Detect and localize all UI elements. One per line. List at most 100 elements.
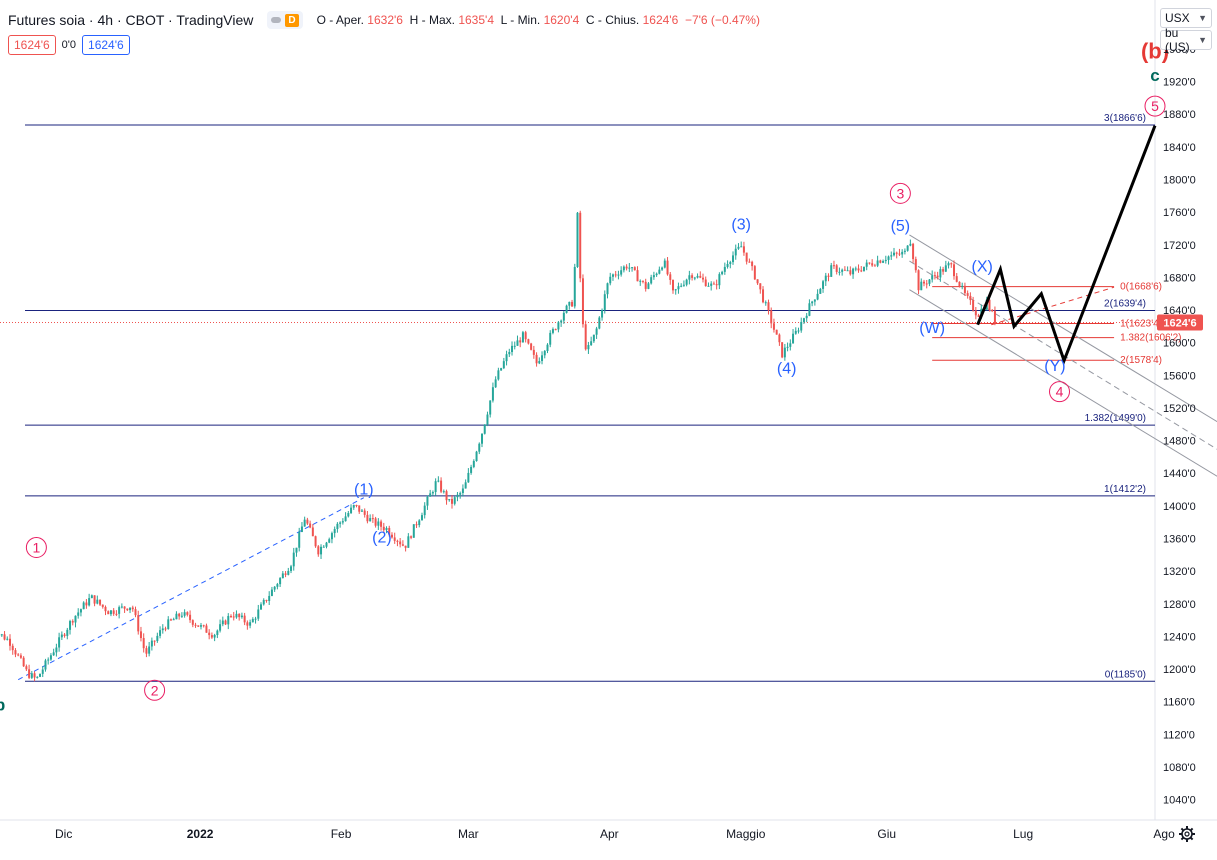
time-tick-label: Giu: [877, 827, 896, 841]
candle-body: [767, 302, 770, 311]
status-pill[interactable]: D: [267, 11, 303, 29]
candle-body: [691, 275, 694, 278]
candle-body: [25, 666, 28, 670]
candle-body: [60, 634, 63, 638]
candle-body: [431, 492, 434, 494]
candle-body: [546, 344, 549, 351]
candle-body: [216, 630, 219, 635]
candle-body: [950, 263, 953, 265]
candle-body: [224, 620, 227, 625]
candle-body: [456, 494, 459, 498]
candle-body: [210, 635, 213, 638]
candle-body: [448, 499, 451, 501]
candle-body: [355, 505, 358, 507]
candle-body: [710, 283, 713, 286]
candle-body: [947, 263, 950, 266]
candle-body: [740, 246, 743, 248]
candle-body: [306, 519, 309, 524]
candle-body: [532, 349, 535, 355]
candle-body: [617, 274, 620, 276]
candle-body: [524, 332, 527, 340]
wave-label-blue: (W): [919, 320, 945, 337]
candle-body: [824, 275, 827, 282]
candle-body: [93, 595, 96, 604]
candle-body: [420, 515, 423, 521]
candle-body: [609, 276, 612, 284]
candle-body: [39, 673, 42, 677]
candle-body: [671, 279, 674, 291]
candle-body: [352, 505, 355, 508]
candle-body: [85, 602, 88, 606]
price-tick-label: 1640'0: [1163, 305, 1196, 317]
candle-body: [17, 654, 20, 656]
buy-price-badge[interactable]: 1624'6: [82, 35, 130, 55]
candle-body: [554, 329, 557, 331]
candle-body: [892, 252, 895, 256]
fib-level-label: 0(1185'0): [1105, 669, 1146, 680]
unit-select[interactable]: bu (US) ▼: [1160, 26, 1212, 54]
delayed-badge: D: [285, 13, 299, 27]
chart-title: Futures soia · 4h · CBOT · TradingView: [8, 12, 254, 28]
candle-body: [66, 629, 69, 636]
candle-body: [369, 518, 372, 522]
candle-body: [786, 346, 789, 348]
candle-body: [611, 274, 614, 277]
candle-body: [519, 340, 522, 343]
candle-body: [631, 267, 634, 269]
candle-body: [652, 275, 655, 278]
candle-body: [811, 301, 814, 304]
sell-price-badge[interactable]: 1624'6: [8, 35, 56, 55]
candle-body: [647, 283, 650, 289]
time-tick-label: Feb: [331, 827, 352, 841]
candle-body: [778, 334, 781, 343]
wave-label-pink: 4: [1056, 384, 1064, 400]
candle-body: [407, 536, 410, 548]
chart-header: Futures soia · 4h · CBOT · TradingView D…: [8, 10, 760, 30]
candle-body: [194, 624, 197, 626]
price-tick-label: 1040'0: [1163, 795, 1196, 807]
candle-body: [472, 461, 475, 467]
candle-body: [385, 527, 388, 531]
candle-body: [115, 613, 118, 615]
candle-body: [243, 615, 246, 623]
candle-body: [865, 262, 868, 267]
candle-body: [816, 293, 819, 300]
candle-body: [944, 265, 947, 272]
candle-body: [461, 488, 464, 493]
candle-body: [219, 624, 222, 631]
candle-body: [625, 266, 628, 269]
candle-body: [759, 283, 762, 290]
candle-body: [320, 546, 323, 555]
price-tick-label: 1840'0: [1163, 142, 1196, 154]
candle-body: [265, 599, 268, 602]
candle-body: [377, 521, 380, 526]
candle-body: [139, 631, 142, 639]
currency-select[interactable]: USX ▼: [1160, 8, 1212, 28]
chevron-down-icon: ▼: [1198, 35, 1207, 45]
candle-body: [270, 589, 273, 596]
candle-body: [764, 302, 767, 304]
fib-retracement-label: 1.382(1606'2): [1120, 333, 1181, 344]
last-price-label: 1624'6: [1163, 317, 1196, 329]
candle-body: [862, 266, 865, 271]
candle-body: [830, 265, 833, 277]
price-tick-label: 1240'0: [1163, 631, 1196, 643]
candle-body: [58, 637, 61, 648]
price-tick-label: 1680'0: [1163, 272, 1196, 284]
candle-body: [74, 615, 77, 623]
candle-body: [205, 625, 208, 633]
ohlc-close-label: C - Chius.: [585, 13, 640, 27]
candle-body: [371, 518, 374, 520]
candle-body: [260, 604, 263, 610]
candle-body: [330, 533, 333, 540]
settings-gear-icon[interactable]: [1179, 826, 1195, 842]
candle-body: [543, 350, 546, 356]
candle-body: [401, 544, 404, 546]
candle-body: [418, 520, 421, 526]
candle-body: [183, 612, 186, 616]
candle-body: [901, 251, 904, 255]
candle-body: [726, 264, 729, 267]
wave-label-pink: 3: [896, 185, 904, 201]
candle-body: [887, 256, 890, 260]
